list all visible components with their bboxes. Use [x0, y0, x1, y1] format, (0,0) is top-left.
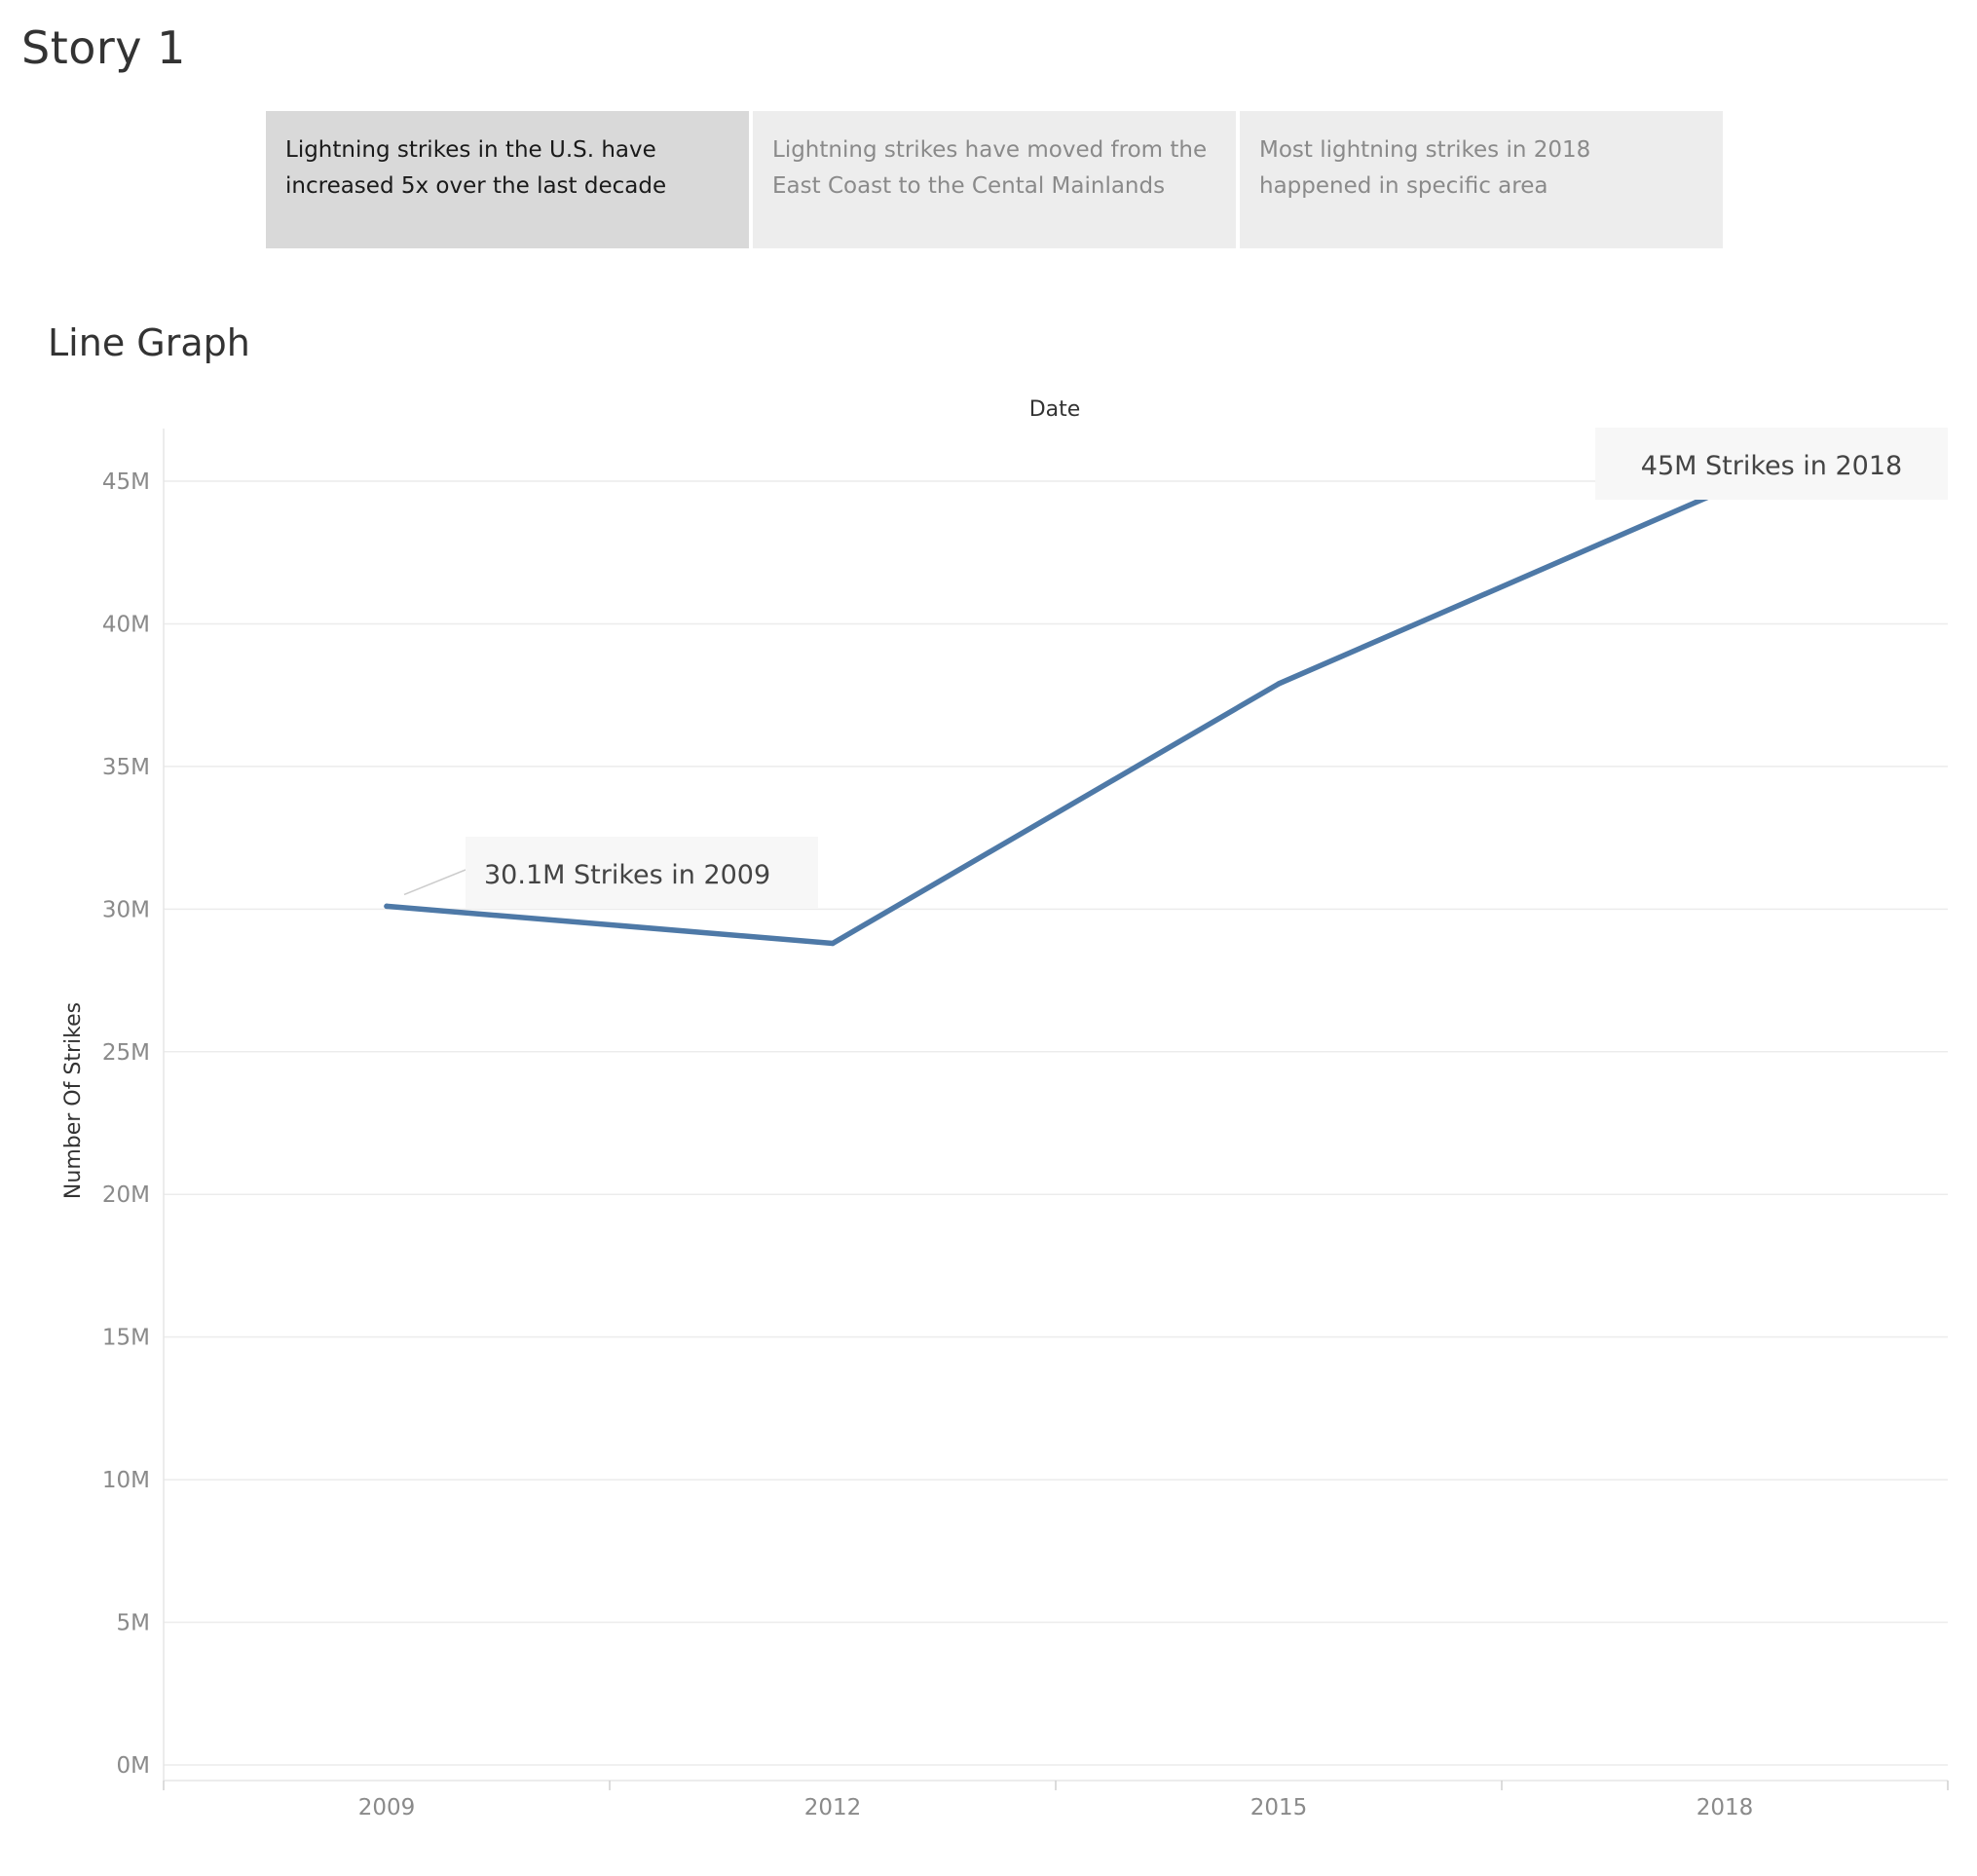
story-title: Story 1 — [21, 21, 186, 74]
story-point-1[interactable]: Lightning strikes in the U.S. have incre… — [266, 111, 749, 248]
story-point-2[interactable]: Lightning strikes have moved from the Ea… — [753, 111, 1236, 248]
x-tick-label: 2009 — [358, 1795, 416, 1820]
y-tick-label: 35M — [102, 755, 150, 780]
y-axis-label: Number Of Strikes — [61, 1002, 86, 1199]
story-point-3[interactable]: Most lightning strikes in 2018 happened … — [1240, 111, 1723, 248]
x-axis-label: Date — [1029, 397, 1081, 422]
data-point — [384, 903, 390, 910]
y-tick-label: 40M — [102, 612, 150, 637]
y-tick-label: 30M — [102, 897, 150, 922]
y-tick-label: 20M — [102, 1182, 150, 1208]
x-tick-label: 2012 — [804, 1795, 862, 1820]
annotations: 30.1M Strikes in 2009 45M Strikes in 2018 — [403, 428, 1948, 909]
annotation-box — [1595, 428, 1948, 500]
y-tick-label: 0M — [117, 1753, 150, 1779]
axes: 0M 5M 10M 15M 20M 25M 30M 35M 40M 45M 2009 2012 2015… — [102, 429, 1949, 1820]
series-line — [384, 487, 1728, 947]
x-tick-label: 2018 — [1697, 1795, 1754, 1820]
story-navigator: Lightning strikes in the U.S. have incre… — [266, 111, 1723, 248]
annotation-leader-line — [403, 869, 466, 896]
y-tick-label: 15M — [102, 1326, 150, 1351]
sheet-title: Line Graph — [48, 321, 250, 364]
data-point — [1276, 681, 1282, 687]
data-point — [830, 940, 836, 947]
y-tick-label: 5M — [117, 1611, 150, 1636]
gridlines — [164, 480, 1948, 1766]
annotation-text: 30.1M Strikes in 2009 — [484, 860, 770, 890]
x-tick-label: 2015 — [1250, 1795, 1308, 1820]
y-tick-label: 45M — [102, 469, 150, 495]
y-tick-label: 25M — [102, 1040, 150, 1066]
annotation-text: 45M Strikes in 2018 — [1641, 451, 1902, 481]
y-tick-label: 10M — [102, 1468, 150, 1493]
annotation-box — [466, 837, 818, 909]
